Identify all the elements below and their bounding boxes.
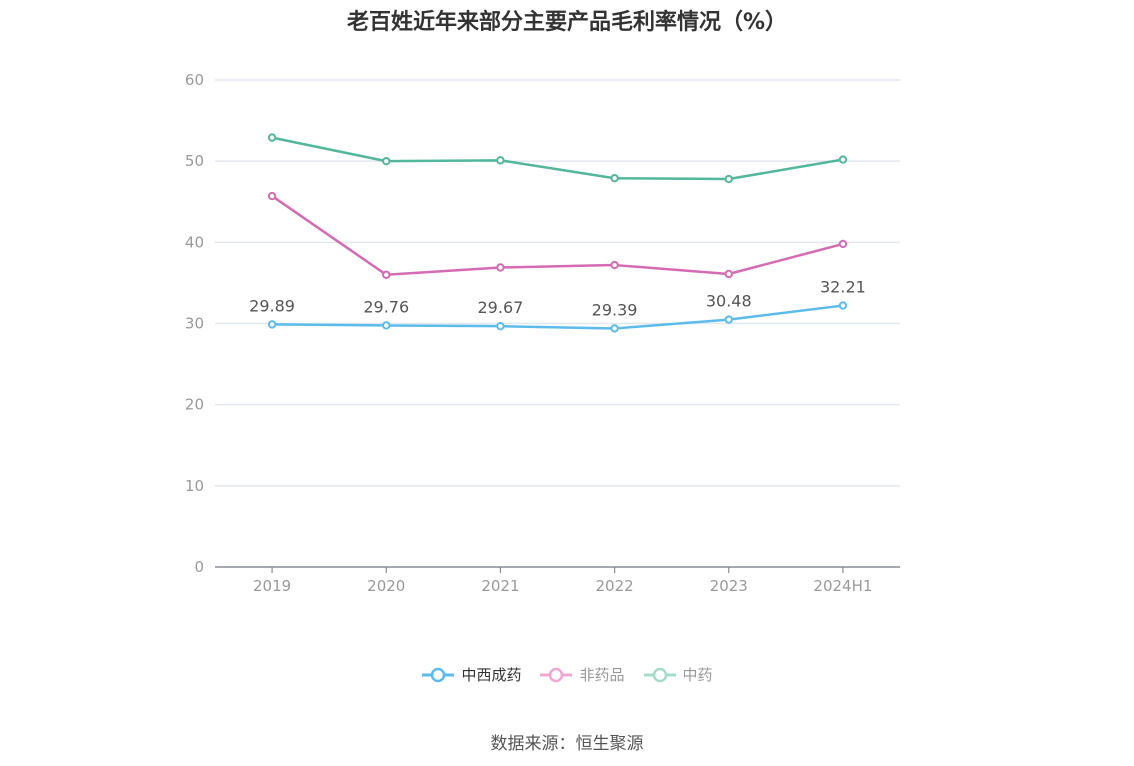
- x-tick-label: 2022: [595, 577, 633, 595]
- series-line-1: [272, 304, 844, 330]
- data-point-series-2: [382, 270, 391, 279]
- y-tick-label: 10: [185, 477, 204, 495]
- data-point-series-2: [610, 260, 619, 270]
- y-tick-label: 20: [185, 396, 204, 414]
- data-label: 32.21: [820, 278, 866, 297]
- y-tick-label: 60: [185, 71, 204, 89]
- data-point-series-3: [382, 156, 391, 166]
- y-tick-label: 40: [185, 233, 204, 251]
- legend-swatch-series-2: [540, 667, 573, 682]
- x-tick-label: 2020: [367, 577, 405, 595]
- legend-item-series-2[interactable]: 非药品: [539, 664, 625, 685]
- data-point-series-2: [724, 269, 733, 279]
- data-point-series-1: [267, 320, 277, 329]
- data-point-series-3: [724, 174, 733, 184]
- y-tick-label: 0: [194, 558, 204, 576]
- legend-label-series-1: 中西成药: [461, 666, 522, 684]
- series-line-3: [271, 136, 844, 181]
- legend-swatch-series-1: [422, 667, 455, 682]
- x-tick-label: 2019: [253, 577, 291, 595]
- data-point-series-3: [496, 156, 505, 165]
- data-point-series-1: [838, 301, 848, 310]
- data-point-series-1: [724, 315, 733, 324]
- data-point-series-2: [267, 191, 277, 201]
- data-label: 29.39: [592, 300, 638, 319]
- data-point-series-1: [382, 321, 391, 330]
- data-point-series-1: [610, 324, 619, 333]
- x-tick-label: 2024H1: [813, 577, 872, 595]
- legend-label-series-2: 非药品: [579, 666, 625, 684]
- legend-label-series-3: 中药: [682, 666, 713, 684]
- series-line-2: [271, 195, 844, 277]
- data-source: 数据来源：恒生聚源: [490, 734, 644, 754]
- x-tick-label: 2023: [710, 577, 748, 595]
- data-point-series-1: [496, 321, 505, 331]
- data-point-series-2: [496, 263, 505, 272]
- x-tick-label: 2021: [481, 577, 519, 595]
- legend: 中西成药 非药品 中药: [0, 664, 1134, 685]
- y-tick-label: 30: [185, 315, 204, 333]
- legend-item-series-1[interactable]: 中西成药: [421, 664, 521, 685]
- data-point-series-3: [838, 155, 848, 164]
- legend-swatch-series-3: [643, 667, 676, 682]
- y-tick-label: 50: [185, 152, 204, 170]
- data-label: 29.89: [249, 296, 295, 315]
- data-point-series-3: [267, 133, 277, 142]
- legend-item-series-3[interactable]: 中药: [643, 664, 713, 685]
- line-chart: 0 10 20 30 40 50 60 2019 2020 2021 2022 2023 2024H1 2…: [185, 71, 900, 595]
- chart-title: 老百姓近年来部分主要产品毛利率情况（%）: [346, 10, 788, 35]
- data-label: 29.76: [363, 297, 409, 316]
- data-point-series-2: [838, 239, 848, 249]
- data-label: 29.67: [478, 298, 524, 317]
- data-point-series-3: [610, 174, 619, 183]
- data-label: 30.48: [706, 292, 752, 311]
